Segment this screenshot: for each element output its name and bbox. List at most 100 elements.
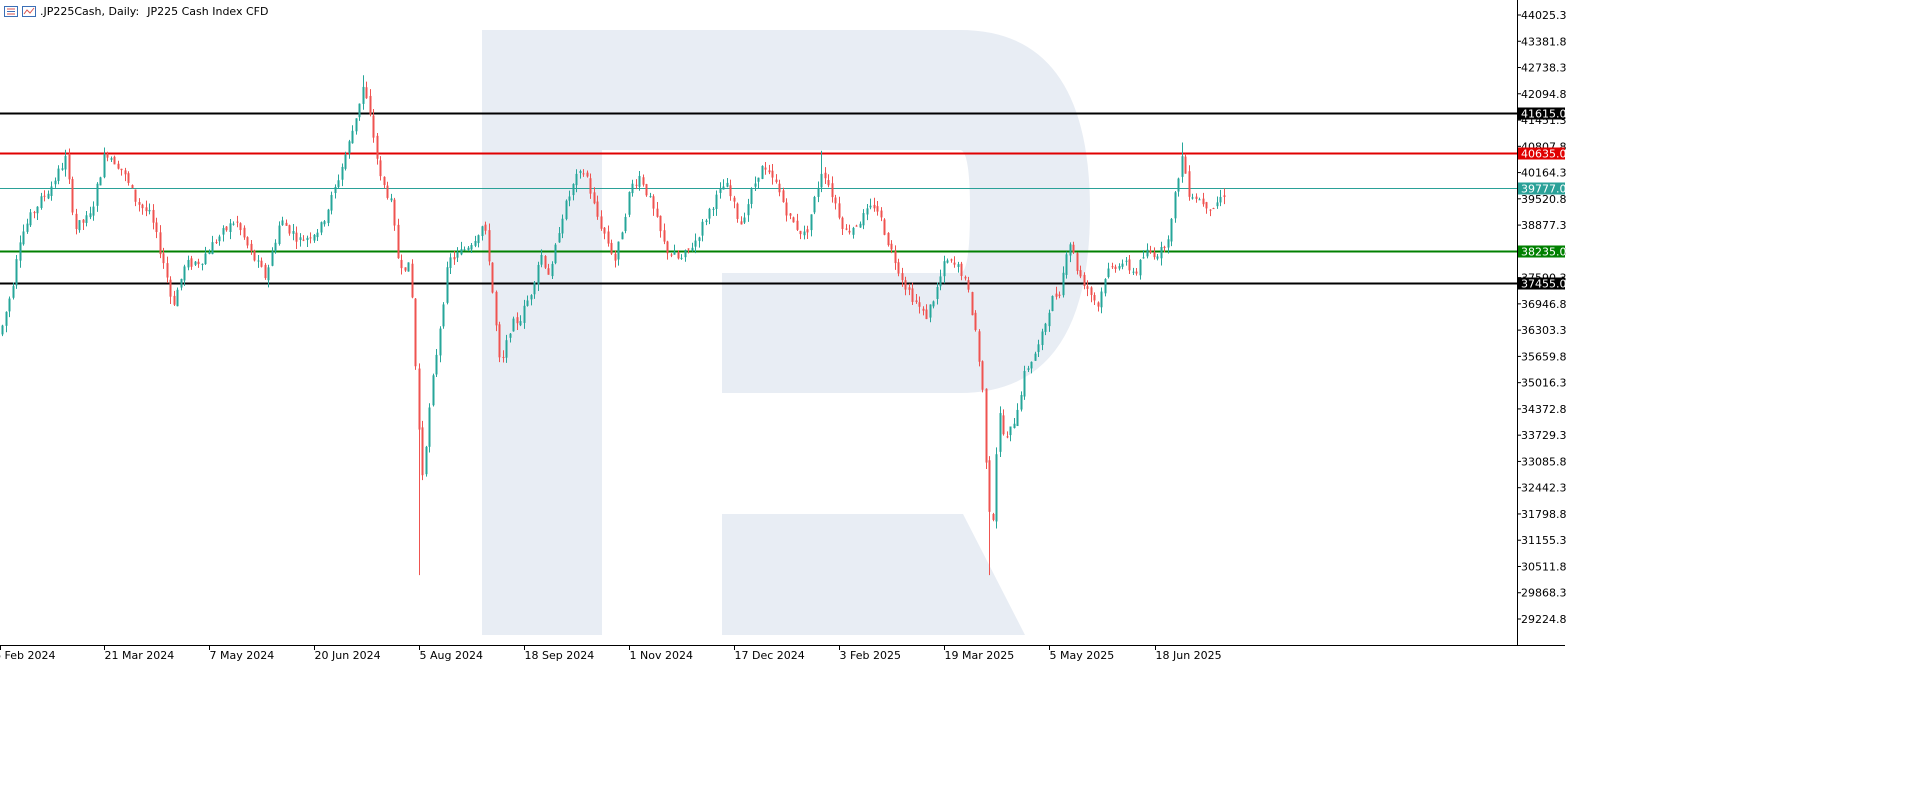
candle-body: [831, 183, 834, 198]
candle-body: [946, 260, 949, 263]
candle-body: [568, 196, 571, 201]
candle-body: [243, 227, 246, 238]
candle-body: [764, 167, 767, 170]
time-tick-label: 1 Nov 2024: [630, 649, 693, 662]
candle-body: [1111, 266, 1114, 268]
candle-body: [1198, 199, 1201, 201]
candle-body: [971, 292, 974, 316]
price-axis[interactable]: 44025.343381.842738.342094.841451.340807…: [1517, 9, 1567, 626]
candle-body: [386, 185, 389, 198]
candle-body: [694, 240, 697, 247]
candle-body: [505, 340, 508, 358]
candle-body: [750, 189, 753, 204]
candle-body: [484, 224, 487, 231]
price-tick-label: 35659.8: [1521, 350, 1567, 363]
candle-body: [845, 228, 848, 230]
candle-body: [120, 168, 123, 171]
candle-body: [964, 276, 967, 279]
candle-body: [1041, 331, 1044, 346]
candle-body: [295, 232, 298, 242]
chart-frame: [0, 0, 1565, 646]
candle-body: [435, 354, 438, 375]
candle-body: [278, 225, 281, 245]
candle-body: [1118, 266, 1121, 269]
candle-body: [901, 273, 904, 281]
candle-body: [152, 209, 155, 223]
candle-body: [551, 263, 554, 277]
candle-body: [218, 236, 221, 242]
candle-body: [869, 205, 872, 208]
candle-body: [407, 262, 410, 272]
candle-body: [92, 206, 95, 216]
candle-body: [337, 180, 340, 188]
candle-body: [876, 206, 879, 212]
candle-body: [925, 309, 928, 320]
candle-body: [99, 177, 102, 186]
candle-body: [873, 204, 876, 209]
list-icon[interactable]: [4, 6, 18, 17]
candle-body: [530, 295, 533, 300]
candle-body: [757, 177, 760, 182]
candle-body: [768, 170, 771, 173]
candle-body: [806, 229, 809, 233]
candle-body: [866, 208, 869, 215]
candle-body: [390, 198, 393, 201]
candle-body: [1076, 253, 1079, 271]
candle-body: [145, 207, 148, 212]
candle-body: [1058, 294, 1061, 296]
candle-body: [1156, 256, 1159, 259]
candle-body: [621, 232, 624, 240]
candle-body: [323, 221, 326, 225]
candle-body: [656, 208, 659, 217]
candle-body: [862, 213, 865, 226]
candle-body: [712, 208, 715, 210]
candle-body: [950, 259, 953, 261]
candle-body: [1093, 295, 1096, 301]
candle-body: [670, 254, 673, 256]
price-tick-label: 38877.3: [1521, 219, 1567, 232]
price-tick-label: 31798.8: [1521, 508, 1567, 521]
candle-body: [456, 252, 459, 258]
candle-body: [894, 251, 897, 264]
candle-body: [859, 223, 862, 228]
chart-icon[interactable]: [22, 6, 36, 17]
candle-body: [999, 413, 1002, 452]
candle-body: [260, 260, 263, 267]
candle-body: [628, 192, 631, 215]
candle-body: [302, 239, 305, 241]
candle-body: [257, 260, 260, 262]
candle-body: [502, 356, 505, 358]
level-label: 38235.0: [1521, 246, 1567, 259]
candle-body: [1013, 423, 1016, 429]
watermark-logo: [482, 30, 1090, 635]
candle-body: [26, 223, 29, 232]
time-axis[interactable]: 6 Feb 2024 21 Mar 2024 7 May 2024 20 Jun 20…: [0, 645, 1222, 662]
candle-body: [397, 224, 400, 259]
candle-body: [71, 179, 74, 213]
candle-body: [225, 226, 228, 231]
candle-body: [393, 199, 396, 226]
horizontal-levels[interactable]: [0, 112, 1517, 285]
candle-body: [498, 324, 501, 358]
candle-body: [211, 242, 214, 255]
candle-body: [1023, 370, 1026, 397]
candle-body: [698, 237, 701, 241]
candle-body: [533, 282, 536, 295]
candle-body: [365, 87, 368, 99]
candle-body: [589, 178, 592, 194]
candle-body: [313, 234, 316, 241]
candle-body: [1079, 270, 1082, 277]
time-tick-label: 5 Aug 2024: [420, 649, 483, 662]
candle-body: [838, 203, 841, 218]
price-tick-label: 40164.3: [1521, 167, 1567, 180]
candle-body: [687, 248, 690, 250]
candle-body: [1184, 156, 1187, 174]
candle-body: [180, 278, 183, 288]
candle-body: [820, 173, 823, 188]
level-label-box: [1518, 107, 1565, 120]
candle-body: [817, 187, 820, 197]
candle-body: [348, 141, 351, 154]
candle-body: [162, 253, 165, 264]
candle-body: [449, 257, 452, 268]
candle-body: [246, 237, 249, 246]
